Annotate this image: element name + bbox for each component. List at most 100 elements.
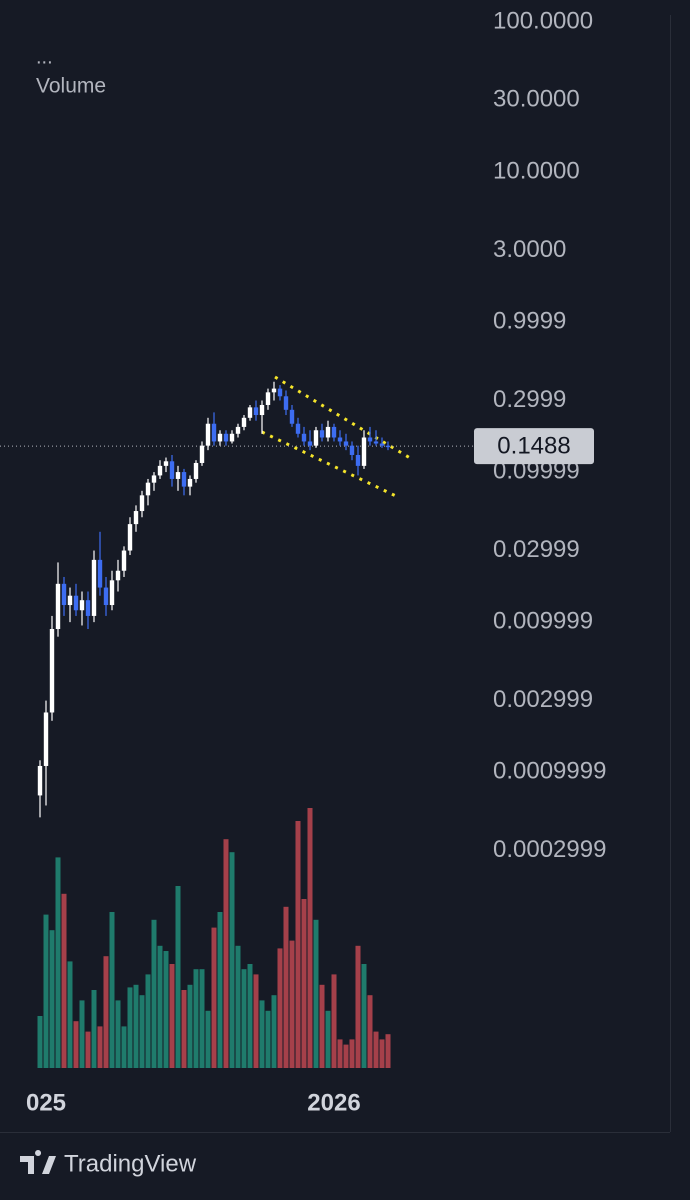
candle-body: [37, 765, 43, 796]
candle-body: [355, 454, 361, 466]
candle-body: [187, 478, 193, 487]
volume-bar: [61, 893, 67, 1068]
volume-bar: [295, 821, 301, 1068]
candle-body: [319, 430, 325, 438]
candle-body: [73, 595, 79, 611]
volume-bar: [91, 990, 97, 1068]
volume-bar: [43, 914, 49, 1068]
candle-body: [379, 443, 385, 446]
volume-bar: [133, 984, 139, 1068]
y-tick-label: 30.0000: [493, 86, 580, 113]
volume-bar: [271, 995, 277, 1068]
volume-bar: [379, 1039, 385, 1068]
volume-bar: [337, 1039, 343, 1068]
volume-bar: [343, 1044, 349, 1068]
x-tick-label: 2026: [307, 1089, 360, 1116]
volume-bar: [115, 1000, 121, 1068]
volume-bar: [283, 906, 289, 1068]
volume-bar: [67, 961, 73, 1068]
watermark: TradingView: [64, 1150, 197, 1177]
volume-bar: [253, 974, 259, 1068]
candle-body: [91, 559, 97, 616]
volume-bar: [151, 919, 157, 1068]
candle-body: [271, 388, 277, 393]
volume-bar: [313, 919, 319, 1068]
candle-body: [181, 472, 187, 487]
candle-body: [139, 495, 145, 512]
volume-bar: [145, 974, 151, 1068]
volume-bar: [109, 912, 115, 1068]
candle-body: [367, 437, 373, 442]
volume-bar: [73, 1021, 79, 1068]
volume-bar: [319, 984, 325, 1068]
volume-bar: [223, 839, 229, 1068]
volume-bar: [373, 1031, 379, 1068]
candle-body: [277, 388, 283, 397]
candle-body: [283, 396, 289, 410]
y-tick-label: 0.0002999: [493, 836, 606, 863]
x-tick-label: 025: [26, 1089, 66, 1116]
volume-bar: [193, 969, 199, 1068]
y-tick-label: 0.2999: [493, 386, 566, 413]
volume-bar: [385, 1034, 391, 1068]
y-tick-label: 10.0000: [493, 157, 580, 184]
volume-bar: [85, 1031, 91, 1068]
tradingview-logo: TradingView: [20, 1150, 197, 1177]
candle-body: [55, 583, 61, 629]
candle-body: [331, 426, 337, 438]
candle-body: [349, 445, 355, 455]
candle-body: [229, 433, 235, 442]
y-tick-label: 0.002999: [493, 686, 593, 713]
volume-bar: [367, 995, 373, 1068]
candle-body: [97, 559, 103, 588]
candle-body: [205, 423, 211, 446]
volume-bar: [259, 1000, 265, 1068]
volume-bar: [301, 899, 307, 1068]
candle-body: [85, 600, 91, 616]
candle-body: [211, 423, 217, 442]
indicator-menu[interactable]: ...: [36, 46, 53, 68]
y-tick-label: 100.0000: [493, 7, 593, 34]
volume-bar: [325, 1010, 331, 1068]
candle-body: [307, 441, 313, 446]
candle-body: [259, 404, 265, 416]
candle-body: [103, 587, 109, 606]
volume-bars: [37, 808, 391, 1068]
last-price-label: 0.1488: [497, 433, 570, 460]
candle-body: [151, 475, 157, 483]
candle-body: [217, 433, 223, 442]
candle-body: [199, 445, 205, 463]
candle-body: [127, 524, 133, 551]
y-tick-label: 0.009999: [493, 607, 593, 634]
volume-bar: [211, 927, 217, 1068]
candle-body: [49, 628, 55, 713]
volume-bar: [199, 969, 205, 1068]
volume-bar: [187, 984, 193, 1068]
volume-bar: [49, 930, 55, 1068]
volume-bar: [79, 1000, 85, 1068]
candle-body: [79, 600, 85, 611]
volume-bar: [241, 969, 247, 1068]
volume-bar: [265, 1010, 271, 1068]
candle-body: [343, 441, 349, 446]
volume-bar: [97, 1026, 103, 1068]
volume-bar: [163, 951, 169, 1068]
volume-bar: [127, 987, 133, 1068]
candle-body: [109, 580, 115, 606]
candle-body: [325, 426, 331, 438]
volume-bar: [157, 945, 163, 1068]
volume-bar: [229, 852, 235, 1068]
last-price-box: [474, 428, 594, 465]
logo-icon: [20, 1150, 56, 1174]
volume-bar: [331, 974, 337, 1068]
volume-bar: [169, 964, 175, 1068]
candle-body: [337, 437, 343, 442]
candle-body: [115, 570, 121, 581]
candle-body: [241, 417, 247, 427]
candle-body: [157, 465, 163, 476]
volume-bar: [307, 808, 313, 1068]
candle-body: [301, 433, 307, 442]
volume-bar: [37, 1016, 43, 1068]
candle-body: [385, 445, 391, 448]
